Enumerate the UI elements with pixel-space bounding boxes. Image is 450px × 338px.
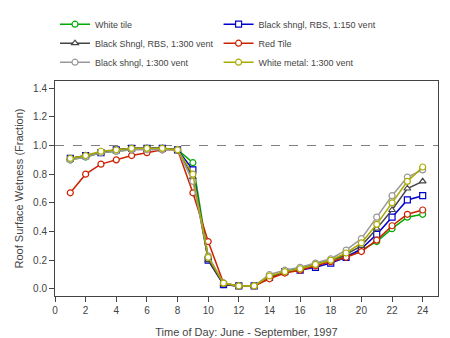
svg-text:6: 6 [144,305,150,316]
svg-text:20: 20 [356,305,368,316]
svg-text:4: 4 [113,305,119,316]
svg-text:0: 0 [52,305,58,316]
svg-text:0.6: 0.6 [33,197,47,208]
svg-text:Black shngl, RBS, 1:150 vent: Black shngl, RBS, 1:150 vent [259,20,376,30]
svg-text:24: 24 [417,305,429,316]
svg-text:14: 14 [264,305,276,316]
svg-text:18: 18 [325,305,337,316]
svg-text:1.4: 1.4 [33,83,47,94]
svg-text:0.8: 0.8 [33,169,47,180]
svg-text:0.2: 0.2 [33,255,47,266]
svg-text:1.0: 1.0 [33,140,47,151]
svg-text:1.2: 1.2 [33,111,47,122]
svg-text:0.0: 0.0 [33,283,47,294]
svg-text:2: 2 [83,305,89,316]
svg-text:White tile: White tile [95,20,132,30]
svg-text:10: 10 [203,305,215,316]
svg-text:12: 12 [233,305,245,316]
svg-text:Black Shngl, RBS, 1:300 vent: Black Shngl, RBS, 1:300 vent [95,39,214,49]
svg-text:Roof Surface Wetness (Fraction: Roof Surface Wetness (Fraction) [13,109,25,269]
svg-text:22: 22 [386,305,398,316]
svg-text:Red Tile: Red Tile [259,39,292,49]
svg-text:Time of Day: June - September,: Time of Day: June - September, 1997 [155,326,337,338]
svg-text:16: 16 [295,305,307,316]
svg-text:0.4: 0.4 [33,226,47,237]
svg-text:8: 8 [175,305,181,316]
svg-text:Black shngl, 1:300 vent: Black shngl, 1:300 vent [95,58,189,68]
svg-text:White metal: 1:300 vent: White metal: 1:300 vent [259,58,354,68]
